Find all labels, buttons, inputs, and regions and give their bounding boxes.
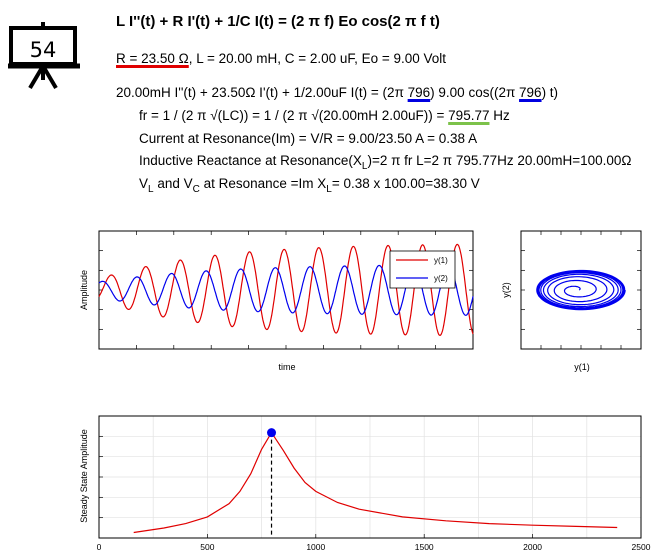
amplitude-x-tick-label: 0 [97, 542, 102, 552]
phase-xlabel: y(1) [574, 362, 590, 372]
resonant-frequency-unit: Hz [489, 108, 510, 123]
legend-label-y2: y(2) [434, 274, 448, 283]
voltage-subscript-c: C [192, 184, 200, 195]
voltage-symbol-c: and V [153, 176, 193, 191]
amplitude-x-tick-label: 500 [200, 542, 214, 552]
amplitude-x-tick-label: 2000 [523, 542, 542, 552]
frequency-value-2: 796 [519, 85, 542, 100]
legend-label-y1: y(1) [434, 256, 448, 265]
amplitude-chart: 0 500 1000 1500 2000 2500 Steady State Amplit… [79, 415, 651, 552]
equation-text-1: 20.00mH I''(t) + 23.50Ω I'(t) + 1/2.00uF… [116, 85, 408, 100]
voltage-result: = 0.38 x 100.00=38.30 V [331, 176, 480, 191]
resonant-frequency-formula: fr = 1 / (2 π √(LC)) = 1 / (2 π √(20.00m… [139, 108, 449, 123]
resonant-frequency-line: fr = 1 / (2 π √(LC)) = 1 / (2 π √(20.00m… [139, 108, 510, 123]
resonance-voltage-line: VL and VC at Resonance =Im XL= 0.38 x 10… [139, 176, 480, 195]
legend-box [389, 250, 456, 289]
slide-number: 54 [29, 38, 57, 62]
amplitude-ylabel: Steady State Amplitude [79, 429, 89, 523]
time-chart: y(1) y(2) time Amplitude [79, 230, 474, 372]
reactance-text-b: )=2 π fr L=2 π 795.77Hz 20.00mH=100.00Ω [367, 153, 632, 168]
legend: y(1) y(2) [389, 250, 456, 289]
amplitude-x-tick-label: 1000 [306, 542, 325, 552]
resonance-marker [267, 428, 277, 438]
amplitude-chart-frame [98, 415, 642, 539]
circuit-parameters: R = 23.50 Ω, L = 20.00 mH, C = 2.00 uF, … [116, 51, 446, 66]
resonance-current-line: Current at Resonance(Im) = V/R = 9.00/23… [139, 131, 478, 146]
voltage-subscript-xl: L [326, 184, 332, 195]
resonant-frequency-value: 795.77 [448, 108, 490, 123]
phase-spiral [536, 269, 626, 311]
substituted-equation: 20.00mH I''(t) + 23.50Ω I'(t) + 1/2.00uF… [116, 85, 558, 100]
resistance-value: R = 23.50 Ω [116, 51, 189, 66]
voltage-text: at Resonance =Im X [199, 176, 327, 191]
time-xlabel: time [278, 362, 295, 372]
reactance-subscript: L [361, 161, 368, 172]
time-chart-frame [98, 230, 474, 350]
phase-ylabel: y(2) [501, 282, 511, 298]
equation-text-3: ) t) [541, 85, 559, 100]
frequency-value-1: 796 [407, 85, 431, 100]
reactance-text-a: Inductive Reactance at Resonance(X [139, 153, 362, 168]
other-parameters: , L = 20.00 mH, C = 2.00 uF, Eo = 9.00 V… [188, 51, 447, 66]
voltage-subscript-l: L [148, 184, 154, 195]
presentation-board-icon [8, 22, 80, 90]
amplitude-x-tick-label: 2500 [632, 542, 651, 552]
equation-text-2: ) 9.00 cos((2π [430, 85, 520, 100]
voltage-symbol-l: V [139, 176, 149, 191]
amplitude-x-tick-label: 1500 [415, 542, 434, 552]
page-title: L I''(t) + R I'(t) + 1/C I(t) = (2 π f) … [116, 13, 440, 30]
time-ylabel: Amplitude [79, 270, 89, 310]
inductive-reactance-line: Inductive Reactance at Resonance(XL)=2 π… [139, 153, 631, 172]
series-line-y1 [98, 243, 474, 337]
phase-chart: y(1) y(2) [501, 230, 642, 372]
amplitude-curve [133, 431, 618, 534]
